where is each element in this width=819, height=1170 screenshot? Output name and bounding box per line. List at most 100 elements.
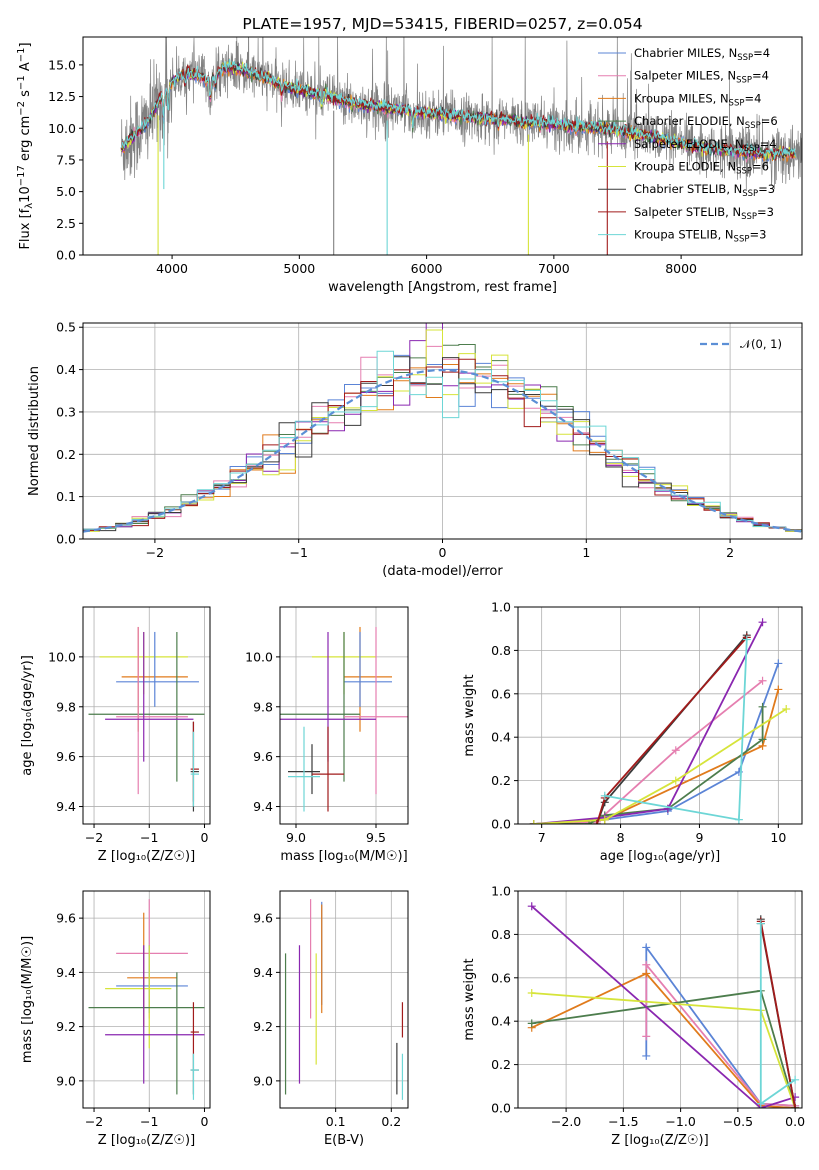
x-tick-label: −1 xyxy=(289,545,307,560)
legend-label-text: Chabrier ELODIE, N xyxy=(634,114,745,128)
marker-kroupa-miles xyxy=(774,685,783,694)
normal-curve xyxy=(83,368,802,533)
x-tick-label: 8000 xyxy=(665,261,697,276)
y-tick-label: 1.0 xyxy=(491,884,511,899)
x-tick-label: −1.0 xyxy=(665,1114,695,1129)
marker-kroupa-stelib xyxy=(600,791,609,800)
marker-kroupa-stelib xyxy=(756,919,765,928)
legend-label: Chabrier ELODIE, NSSP=6 xyxy=(634,114,778,131)
y-tick-label: 0.3 xyxy=(56,404,76,419)
marker-salpeter-elodie xyxy=(758,618,767,627)
y-tick-label: 0.2 xyxy=(491,1057,511,1072)
marker-chabrier-elodie xyxy=(527,1019,536,1028)
marker-kroupa-elodie xyxy=(600,815,609,824)
y-tick-label: 9.6 xyxy=(253,749,273,764)
series-line-salpeter-stelib xyxy=(596,636,748,824)
y-axis-label-part: −1 xyxy=(16,48,27,63)
plot-area xyxy=(527,902,800,1108)
marker-chabrier-elodie xyxy=(758,702,767,711)
y-tick-label: 9.2 xyxy=(56,1019,76,1034)
y-axis-label-part: 10 xyxy=(18,186,33,203)
legend-label-sub: SSP xyxy=(736,167,752,177)
series-line-salpeter-elodie xyxy=(531,905,796,1108)
legend-label-sub: SSP xyxy=(734,235,750,245)
y-tick-label: 0.8 xyxy=(491,643,511,658)
panel-massweight-Z: −2.0 −1.5 −1.0 −0.5 0.0 0.0 0.2 0.4 0.6 0.8 1.0 Z [… xyxy=(462,884,805,1149)
marker-kroupa-elodie xyxy=(671,776,680,785)
legend-label-suffix: =4 xyxy=(760,137,777,151)
legend-label-suffix: =4 xyxy=(744,91,761,105)
y-tick-label: 0.6 xyxy=(491,970,511,985)
x-axis-label: mass [log₁₀(M/M☉)] xyxy=(280,849,407,864)
y-tick-label: 10.0 xyxy=(48,121,76,136)
marker-salpeter-miles xyxy=(671,746,680,755)
series-line-salpeter-stelib xyxy=(759,921,796,1108)
legend-label-text: Kroupa ELODIE, N xyxy=(634,160,736,174)
y-tick-label: 0.0 xyxy=(491,1101,511,1116)
axes-frame xyxy=(82,890,211,1109)
y-tick-label: 10.0 xyxy=(48,649,76,664)
plot-area xyxy=(284,899,404,1100)
series-line-salpeter-miles xyxy=(645,962,796,1107)
y-tick-label: 12.5 xyxy=(48,89,76,104)
x-axis-label: (data-model)/error xyxy=(382,564,503,579)
y-tick-label: 0.4 xyxy=(491,1014,511,1029)
y-axis-label: age [log₁₀(age/yr)] xyxy=(20,655,35,776)
x-axis-label: age [log₁₀(age/yr)] xyxy=(600,849,721,864)
y-axis-label-part: −2 xyxy=(16,101,27,116)
y-tick-label: 9.0 xyxy=(56,1073,76,1088)
x-tick-label: 2 xyxy=(726,545,734,560)
y-axis-label: Flux [fλ10−17 erg cm−2 s−1 A−1] xyxy=(16,42,35,249)
x-axis-label: E(B-V) xyxy=(324,1133,364,1148)
chart-title: PLATE=1957, MJD=53415, FIBERID=0257, z=0… xyxy=(242,15,642,33)
legend-label-sub: SSP xyxy=(729,98,745,108)
y-axis-label: mass weight xyxy=(462,958,477,1040)
marker-kroupa-elodie xyxy=(529,820,538,824)
x-tick-label: −1.5 xyxy=(608,1114,638,1129)
x-tick-label: 9.0 xyxy=(286,830,306,845)
y-axis-label-part: erg cm xyxy=(18,116,33,165)
y-tick-label: 9.6 xyxy=(253,911,273,926)
x-tick-label: 9 xyxy=(695,830,703,845)
marker-kroupa-stelib xyxy=(742,635,751,644)
y-axis-label-part: ] xyxy=(18,42,33,47)
plot-area xyxy=(88,626,205,812)
y-axis-label-part: λ xyxy=(24,203,35,209)
x-axis-label: Z [log₁₀(Z/Z☉)] xyxy=(611,1133,708,1148)
panel-massweight-age: 7 8 9 10 0.0 0.2 0.4 0.6 0.8 1.0 age [log₁₀(age/yr… xyxy=(462,600,803,864)
legend-label-sub: SSP xyxy=(736,76,752,86)
marker-chabrier-miles xyxy=(774,659,783,668)
legend-label-text: Salpeter STELIB, N xyxy=(634,205,741,219)
legend-label-suffix: =4 xyxy=(753,46,770,60)
legend-label-text: Kroupa STELIB, N xyxy=(634,228,734,242)
x-tick-label: 0 xyxy=(201,830,209,845)
x-tick-label: 10 xyxy=(770,830,786,845)
legend-label-sub: SSP xyxy=(742,189,758,199)
legend-label-suffix: =3 xyxy=(758,182,775,196)
axes-frame xyxy=(82,606,211,825)
y-tick-label: 15.0 xyxy=(48,57,76,72)
series-line-kroupa-miles xyxy=(531,972,796,1108)
marker-salpeter-miles xyxy=(642,1032,651,1041)
marker-kroupa-elodie xyxy=(527,988,536,997)
legend-label: Kroupa STELIB, NSSP=3 xyxy=(634,228,766,245)
marker-salpeter-elodie xyxy=(527,902,536,911)
x-tick-label: 0 xyxy=(201,1114,209,1129)
legend-label-suffix: =6 xyxy=(752,160,769,174)
marker-kroupa-miles xyxy=(642,969,651,978)
legend-label: Salpeter ELODIE, NSSP=4 xyxy=(634,137,777,154)
y-axis-label-part: −1 xyxy=(16,75,27,90)
x-axis-label: Z [log₁₀(Z/Z☉)] xyxy=(98,1133,195,1148)
x-tick-label: −2 xyxy=(85,830,103,845)
y-tick-label: 7.5 xyxy=(56,152,76,167)
y-tick-label: 0.0 xyxy=(56,532,76,547)
y-axis-label-part: s xyxy=(18,90,33,101)
x-tick-label: −2 xyxy=(146,545,164,560)
axes-frame xyxy=(517,890,803,1109)
y-tick-label: 0.6 xyxy=(491,686,511,701)
x-tick-label: 7000 xyxy=(538,261,570,276)
y-axis-label: mass [log₁₀(M/M☉)] xyxy=(20,936,35,1063)
panel-age-Z: −2 −1 0 9.4 9.6 9.8 10.0 Z [log₁₀(Z/Z☉)] age [lo… xyxy=(20,606,211,864)
x-tick-label: −0.5 xyxy=(723,1114,753,1129)
y-tick-label: 9.0 xyxy=(253,1073,273,1088)
